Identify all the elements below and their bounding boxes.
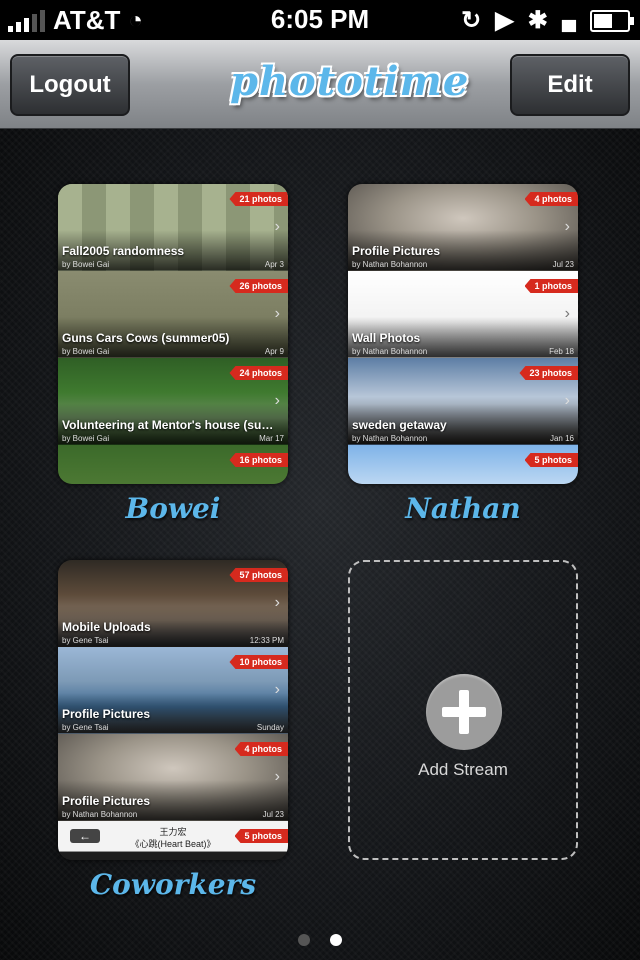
album-date: Apr 9 — [264, 347, 284, 356]
bluetooth-icon: ✱ — [527, 7, 548, 34]
stream-coworkers[interactable]: 57 photos › Mobile Uploads by Gene Tsai … — [58, 560, 288, 901]
album-byline: by Bowei Gai — [62, 347, 110, 356]
album-date: Jul 23 — [262, 810, 284, 819]
album-date: Jan 16 — [549, 434, 574, 443]
edit-button[interactable]: Edit — [510, 54, 630, 116]
navigation-bar: Logout phototime Edit — [0, 40, 640, 129]
album-title: Profile Pictures — [62, 707, 151, 721]
album-title: Profile Pictures — [62, 794, 151, 808]
album-tile[interactable]: 24 photos › Volunteering at Mentor's hou… — [58, 358, 288, 445]
status-bar: AT&T ◔ 6:05 PM ↻ ▶ ✱ ▄ — [0, 0, 640, 40]
photo-count-badge: 21 photos — [229, 192, 288, 206]
wifi-icon: ◔ — [128, 6, 143, 34]
album-title: Fall2005 randomness — [62, 244, 185, 258]
signal-indicator-icon: ▄ — [561, 9, 576, 31]
album-tile[interactable]: 1 photos › Wall Photos by Nathan Bohanno… — [348, 271, 578, 358]
back-arrow-icon: ← — [70, 829, 100, 843]
album-tile[interactable]: 16 photos — [58, 445, 288, 484]
album-title: Volunteering at Mentor's house (sum... — [62, 418, 277, 432]
album-title: Guns Cars Cows (summer05) — [62, 331, 230, 345]
chevron-right-icon: › — [274, 681, 280, 698]
album-tile[interactable]: 4 photos › Profile Pictures by Nathan Bo… — [58, 734, 288, 821]
app-logo: phototime — [230, 58, 470, 105]
album-tile[interactable]: 4 photos › Profile Pictures by Nathan Bo… — [348, 184, 578, 271]
photo-count-badge: 16 photos — [229, 453, 288, 467]
clock: 6:05 PM — [270, 4, 370, 34]
album-date: Sunday — [256, 723, 284, 732]
album-title: sweden getaway — [352, 418, 447, 432]
signal-strength-icon — [8, 9, 45, 32]
album-byline: by Bowei Gai — [62, 434, 110, 443]
album-date: Apr 3 — [264, 260, 284, 269]
add-stream-label: Add Stream — [418, 760, 508, 779]
chevron-right-icon: › — [274, 768, 280, 785]
album-tile[interactable]: 21 photos › Fall2005 randomness by Bowei… — [58, 184, 288, 271]
album-date: Jul 23 — [552, 260, 574, 269]
battery-icon — [590, 9, 634, 32]
photo-count-badge: 4 photos — [234, 742, 288, 756]
album-title: Wall Photos — [352, 331, 421, 345]
stream-bowei[interactable]: 21 photos › Fall2005 randomness by Bowei… — [58, 184, 288, 525]
stream-card[interactable]: 57 photos › Mobile Uploads by Gene Tsai … — [58, 560, 288, 860]
album-date: Feb 18 — [549, 347, 574, 356]
photo-count-badge: 5 photos — [234, 829, 288, 843]
album-date: Mar 17 — [259, 434, 284, 443]
album-tile[interactable]: 26 photos › Guns Cars Cows (summer05) by… — [58, 271, 288, 358]
photo-count-badge: 1 photos — [524, 279, 578, 293]
photo-count-badge: 4 photos — [524, 192, 578, 206]
page-indicator[interactable] — [0, 934, 640, 946]
album-tile[interactable]: 5 photos — [348, 445, 578, 484]
album-tile[interactable]: 57 photos › Mobile Uploads by Gene Tsai … — [58, 560, 288, 647]
album-date: 12:33 PM — [249, 636, 284, 645]
stream-name: Coworkers — [89, 868, 257, 901]
album-byline: by Nathan Bohannon — [62, 810, 138, 819]
rotation-lock-icon: ↻ — [461, 7, 482, 34]
song-artist: 王力宏 — [159, 827, 187, 837]
chevron-right-icon: › — [274, 305, 280, 322]
photo-count-badge: 10 photos — [229, 655, 288, 669]
album-tile[interactable]: 5 photos ← 王力宏 《心跳(Heart Beat)》 — [58, 821, 288, 860]
chevron-right-icon: › — [274, 218, 280, 235]
album-tile[interactable]: 23 photos › sweden getaway by Nathan Boh… — [348, 358, 578, 445]
plus-icon — [426, 674, 502, 750]
album-byline: by Bowei Gai — [62, 260, 110, 269]
stream-card[interactable]: 21 photos › Fall2005 randomness by Bowei… — [58, 184, 288, 484]
add-stream-button[interactable]: Add Stream — [348, 560, 578, 860]
album-byline: by Gene Tsai — [62, 636, 109, 645]
album-title: Profile Pictures — [352, 244, 441, 258]
album-tile[interactable]: 10 photos › Profile Pictures by Gene Tsa… — [58, 647, 288, 734]
album-byline: by Nathan Bohannon — [352, 434, 428, 443]
album-title: Mobile Uploads — [62, 620, 151, 634]
stream-card[interactable]: 4 photos › Profile Pictures by Nathan Bo… — [348, 184, 578, 484]
album-byline: by Gene Tsai — [62, 723, 109, 732]
stream-name: Bowei — [125, 492, 221, 525]
chevron-right-icon: › — [274, 392, 280, 409]
chevron-right-icon: › — [564, 218, 570, 235]
photo-count-badge: 26 photos — [229, 279, 288, 293]
chevron-right-icon: › — [274, 594, 280, 611]
chevron-right-icon: › — [564, 305, 570, 322]
photo-count-badge: 57 photos — [229, 568, 288, 582]
stream-name: Nathan — [405, 492, 521, 525]
carrier-label: AT&T — [53, 5, 121, 35]
page-dot[interactable] — [298, 934, 310, 946]
photo-count-badge: 24 photos — [229, 366, 288, 380]
play-icon: ▶ — [495, 7, 514, 34]
page-dot-active[interactable] — [330, 934, 342, 946]
photo-count-badge: 23 photos — [519, 366, 578, 380]
stream-nathan[interactable]: 4 photos › Profile Pictures by Nathan Bo… — [348, 184, 578, 525]
album-byline: by Nathan Bohannon — [352, 347, 428, 356]
song-title: 《心跳(Heart Beat)》 — [130, 839, 216, 849]
logout-button[interactable]: Logout — [10, 54, 130, 116]
photo-count-badge: 5 photos — [524, 453, 578, 467]
album-byline: by Nathan Bohannon — [352, 260, 428, 269]
chevron-right-icon: › — [564, 392, 570, 409]
